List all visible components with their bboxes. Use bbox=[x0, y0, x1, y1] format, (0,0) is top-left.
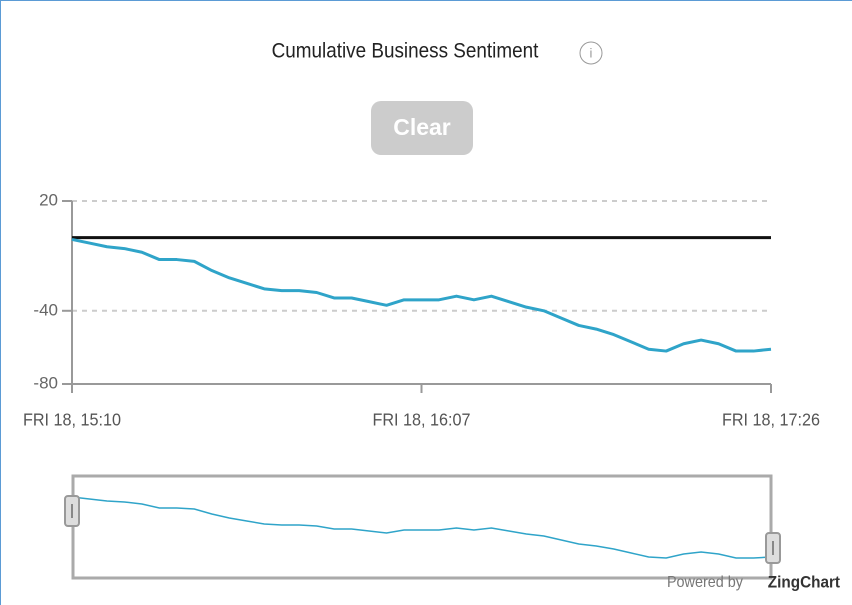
preview-line bbox=[71, 496, 772, 559]
x-tick-label: FRI 18, 17:26 bbox=[722, 410, 820, 430]
chart-title: Cumulative Business Sentiment bbox=[272, 40, 539, 63]
info-icon[interactable] bbox=[579, 41, 603, 65]
series-line bbox=[71, 237, 772, 353]
clear-button[interactable] bbox=[371, 101, 473, 155]
preview-box[interactable] bbox=[71, 474, 773, 580]
x-tick-label: FRI 18, 16:07 bbox=[372, 410, 470, 430]
info-icon-label: i bbox=[590, 45, 593, 60]
credit-brand: ZingChart bbox=[768, 573, 841, 592]
x-tick-label: FRI 18, 15:10 bbox=[23, 410, 121, 430]
y-tick-label: 20 bbox=[39, 190, 58, 209]
y-tick-label: -80 bbox=[33, 373, 58, 392]
clear-button-label: Clear bbox=[393, 114, 451, 140]
y-tick-label: -40 bbox=[33, 300, 58, 319]
credit-prefix: Powered by bbox=[667, 574, 743, 592]
